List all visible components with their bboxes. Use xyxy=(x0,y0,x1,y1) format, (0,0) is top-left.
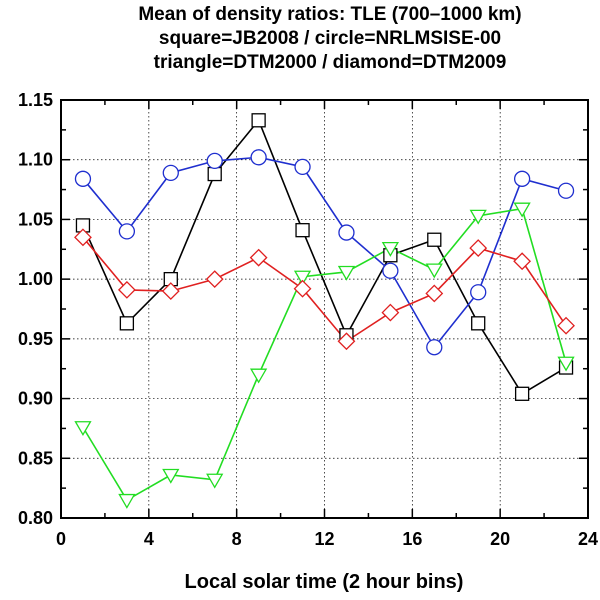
series-lines xyxy=(82,118,567,502)
diamond-marker xyxy=(74,228,92,247)
diamond-marker xyxy=(425,284,444,303)
series-markers xyxy=(74,113,575,509)
square-marker xyxy=(427,232,442,247)
diamond-marker xyxy=(293,279,312,298)
circle-marker xyxy=(557,182,575,199)
circle-marker xyxy=(294,158,311,176)
circle-marker xyxy=(206,152,223,170)
circle-marker xyxy=(426,339,443,356)
diamond-marker xyxy=(469,239,488,258)
tick-labels: 0 4 8 12 16 20 24 0.80 0.85 0.90 0.95 1.00 1.05 1.10 1… xyxy=(18,90,598,549)
triangle-marker xyxy=(74,421,92,437)
triangle-marker xyxy=(293,270,312,286)
triangle-marker xyxy=(425,263,443,279)
diamond-marker xyxy=(337,332,356,351)
diamond-marker xyxy=(557,316,575,335)
x-axis-label: Local solar time (2 hour bins) xyxy=(185,571,464,593)
circle-marker xyxy=(74,170,92,187)
title-line-1: Mean of density ratios: TLE (700–1000 km… xyxy=(138,4,521,25)
triangle-marker xyxy=(162,468,180,484)
triangle-marker xyxy=(118,493,136,509)
square-marker xyxy=(514,386,530,401)
title-line-2: square=JB2008 / circle=NRLMSISE-00 xyxy=(159,28,501,49)
x-tick-label: 12 xyxy=(314,529,334,549)
circle-marker xyxy=(382,262,399,279)
y-tick-label: 0.95 xyxy=(18,329,53,349)
square-marker xyxy=(119,316,135,331)
triangle-marker xyxy=(513,202,531,218)
x-tick-label: 20 xyxy=(490,529,510,549)
diamond-marker xyxy=(381,303,400,322)
y-tick-label: 0.85 xyxy=(18,448,53,468)
y-tick-label: 0.80 xyxy=(18,508,53,528)
chart-title: Mean of density ratios: TLE (700–1000 km… xyxy=(138,4,521,73)
triangle-marker xyxy=(381,241,400,257)
series-line-triangle xyxy=(82,207,567,502)
series-line-square xyxy=(82,118,567,395)
y-tick-label: 1.05 xyxy=(18,209,53,229)
x-tick-label: 4 xyxy=(144,529,154,549)
title-line-3: triangle=DTM2000 / diamond=DTM2009 xyxy=(154,52,507,73)
triangle-marker xyxy=(249,368,268,384)
diamond-marker xyxy=(249,248,268,267)
y-tick-label: 0.90 xyxy=(18,389,53,409)
triangle-marker xyxy=(557,356,575,372)
square-marker xyxy=(471,316,486,331)
circle-marker xyxy=(250,149,267,166)
diamond-marker xyxy=(205,270,224,289)
plot-frame xyxy=(60,99,589,519)
circle-marker xyxy=(118,223,136,240)
square-marker xyxy=(207,166,222,182)
x-tick-label: 24 xyxy=(578,529,598,549)
y-tick-label: 1.00 xyxy=(18,269,53,289)
circle-marker xyxy=(470,284,487,301)
x-tick-label: 8 xyxy=(232,529,242,549)
x-tick-label: 16 xyxy=(402,529,422,549)
square-marker xyxy=(295,223,310,238)
circle-marker xyxy=(513,170,531,187)
diamond-marker xyxy=(161,282,180,301)
circle-marker xyxy=(338,224,355,241)
y-tick-label: 1.10 xyxy=(18,150,53,170)
diamond-marker xyxy=(117,280,136,299)
diamond-marker xyxy=(513,252,532,271)
square-marker xyxy=(251,113,266,128)
circle-marker xyxy=(162,164,179,182)
triangle-marker xyxy=(337,265,356,281)
series-line-circle xyxy=(82,156,567,349)
x-tick-label: 0 xyxy=(56,529,66,549)
y-tick-label: 1.15 xyxy=(18,90,53,110)
triangle-marker xyxy=(206,473,224,489)
triangle-marker xyxy=(469,209,487,225)
